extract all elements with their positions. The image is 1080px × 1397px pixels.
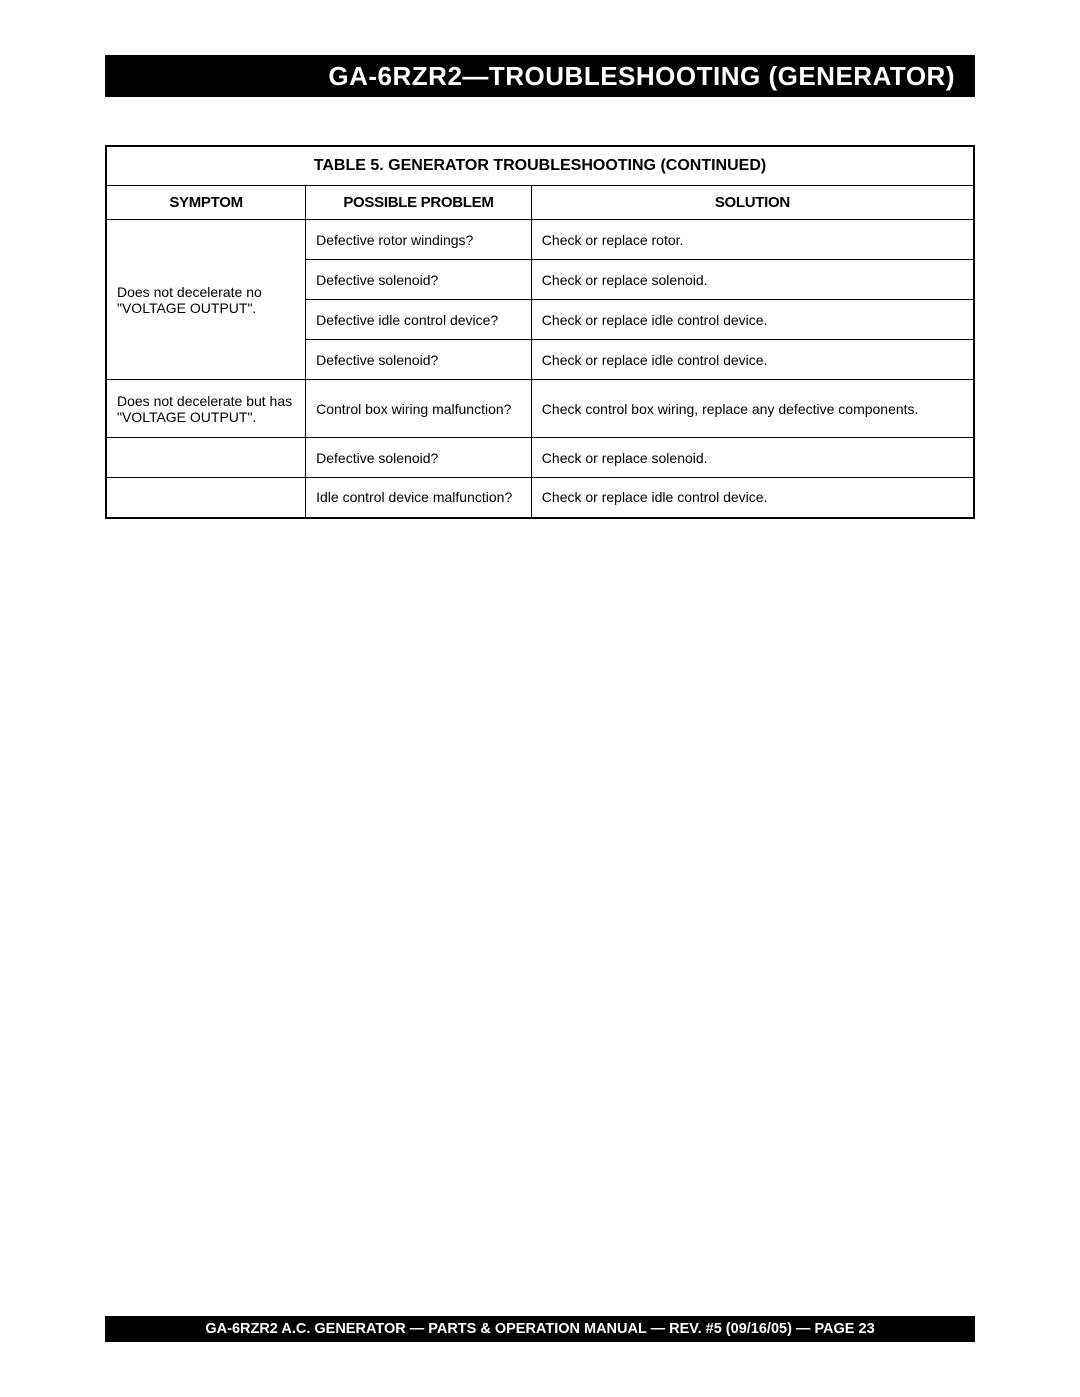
problem-cell: Defective rotor windings? xyxy=(306,220,532,260)
solution-cell: Check or replace solenoid. xyxy=(531,260,974,300)
problem-cell: Defective solenoid? xyxy=(306,438,532,478)
solution-cell: Check or replace idle control device. xyxy=(531,300,974,340)
solution-cell: Check or replace idle control device. xyxy=(531,478,974,518)
solution-cell: Check or replace rotor. xyxy=(531,220,974,260)
solution-cell: Check or replace idle control device. xyxy=(531,340,974,380)
symptom-cell: Does not decelerate but has "VOLTAGE OUT… xyxy=(106,380,306,438)
problem-cell: Defective idle control device? xyxy=(306,300,532,340)
symptom-cell-empty xyxy=(106,478,306,518)
problem-cell: Control box wiring malfunction? xyxy=(306,380,532,438)
table-row: Does not decelerate no "VOLTAGE OUTPUT".… xyxy=(106,220,974,260)
column-header-problem: POSSIBLE PROBLEM xyxy=(306,186,532,220)
symptom-cell-empty xyxy=(106,438,306,478)
table-title-row: TABLE 5. GENERATOR TROUBLESHOOTING (CONT… xyxy=(106,146,974,186)
table-title: TABLE 5. GENERATOR TROUBLESHOOTING (CONT… xyxy=(106,146,974,186)
troubleshooting-table: TABLE 5. GENERATOR TROUBLESHOOTING (CONT… xyxy=(105,145,975,519)
page-title: GA-6RZR2—TROUBLESHOOTING (GENERATOR) xyxy=(328,61,955,92)
table-header-row: SYMPTOM POSSIBLE PROBLEM SOLUTION xyxy=(106,186,974,220)
table-row: Idle control device malfunction? Check o… xyxy=(106,478,974,518)
solution-cell: Check control box wiring, replace any de… xyxy=(531,380,974,438)
problem-cell: Idle control device malfunction? xyxy=(306,478,532,518)
troubleshooting-table-container: TABLE 5. GENERATOR TROUBLESHOOTING (CONT… xyxy=(105,145,975,519)
problem-cell: Defective solenoid? xyxy=(306,340,532,380)
problem-cell: Defective solenoid? xyxy=(306,260,532,300)
column-header-symptom: SYMPTOM xyxy=(106,186,306,220)
column-header-solution: SOLUTION xyxy=(531,186,974,220)
symptom-cell: Does not decelerate no "VOLTAGE OUTPUT". xyxy=(106,220,306,380)
table-row: Defective solenoid? Check or replace sol… xyxy=(106,438,974,478)
table-row: Does not decelerate but has "VOLTAGE OUT… xyxy=(106,380,974,438)
footer-text: GA-6RZR2 A.C. GENERATOR — PARTS & OPERAT… xyxy=(205,1321,874,1337)
page-header-bar: GA-6RZR2—TROUBLESHOOTING (GENERATOR) xyxy=(105,55,975,97)
solution-cell: Check or replace solenoid. xyxy=(531,438,974,478)
page-footer-bar: GA-6RZR2 A.C. GENERATOR — PARTS & OPERAT… xyxy=(105,1316,975,1342)
